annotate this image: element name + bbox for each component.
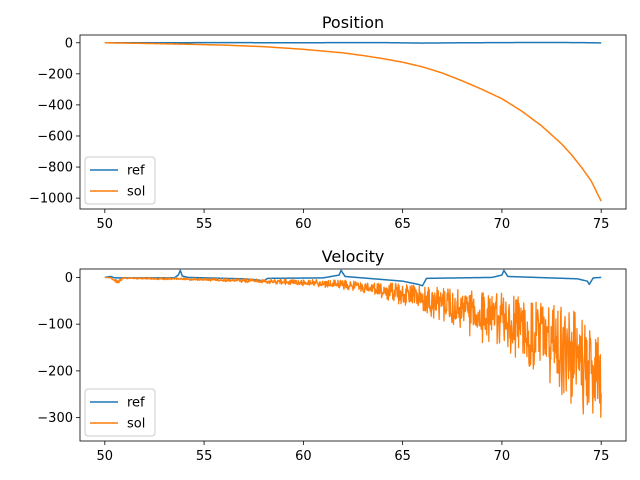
position-plot-area <box>80 35 626 209</box>
y-tick-label: −100 <box>37 318 73 333</box>
series-line-sol <box>104 276 602 418</box>
y-tick-label: 0 <box>65 271 73 286</box>
y-tick-label: −1000 <box>29 192 73 207</box>
velocity-title: Velocity <box>322 247 385 266</box>
position-series-group <box>104 41 602 202</box>
position-x-axis: 50 55 60 65 70 75 <box>97 209 610 232</box>
x-tick-label: 75 <box>593 449 610 464</box>
y-tick-label: −800 <box>37 161 73 176</box>
y-tick-label: −200 <box>37 364 73 379</box>
y-tick-label: −400 <box>37 98 73 113</box>
x-tick-label: 55 <box>196 449 213 464</box>
series-line-sol <box>104 42 602 202</box>
position-legend: ref sol <box>84 156 156 205</box>
velocity-chart: 50 55 60 65 70 75 0 −100 −200 −300 Velocity ref s… <box>37 247 627 464</box>
position-chart: 50 55 60 65 70 75 0 −200 −400 −600 −800 −1000 Posi… <box>29 13 627 232</box>
y-tick-label: −300 <box>37 411 73 426</box>
x-tick-label: 65 <box>394 217 411 232</box>
legend-label-sol: sol <box>127 417 145 432</box>
x-tick-label: 50 <box>97 217 114 232</box>
position-axes-frame <box>79 34 627 210</box>
velocity-series-group <box>104 269 602 418</box>
legend-box <box>84 388 156 437</box>
legend-label-ref: ref <box>127 164 145 179</box>
series-line-ref <box>104 41 602 44</box>
legend-box <box>84 156 156 205</box>
y-tick-label: 0 <box>65 36 73 51</box>
x-tick-label: 70 <box>494 217 511 232</box>
position-title: Position <box>322 13 384 32</box>
legend-label-ref: ref <box>127 396 145 411</box>
series-line-ref <box>104 269 602 287</box>
x-tick-label: 70 <box>494 449 511 464</box>
velocity-legend: ref sol <box>84 388 156 437</box>
legend-label-sol: sol <box>127 185 145 200</box>
y-tick-label: −600 <box>37 129 73 144</box>
x-tick-label: 65 <box>394 449 411 464</box>
x-tick-label: 55 <box>196 217 213 232</box>
velocity-x-axis: 50 55 60 65 70 75 <box>97 441 610 464</box>
x-tick-label: 75 <box>593 217 610 232</box>
x-tick-label: 50 <box>97 449 114 464</box>
y-tick-label: −200 <box>37 67 73 82</box>
velocity-axes-frame <box>79 268 627 442</box>
x-tick-label: 60 <box>295 217 312 232</box>
position-y-axis: 0 −200 −400 −600 −800 −1000 <box>29 36 80 207</box>
x-tick-label: 60 <box>295 449 312 464</box>
velocity-plot-area <box>80 269 626 441</box>
velocity-y-axis: 0 −100 −200 −300 <box>37 271 80 426</box>
